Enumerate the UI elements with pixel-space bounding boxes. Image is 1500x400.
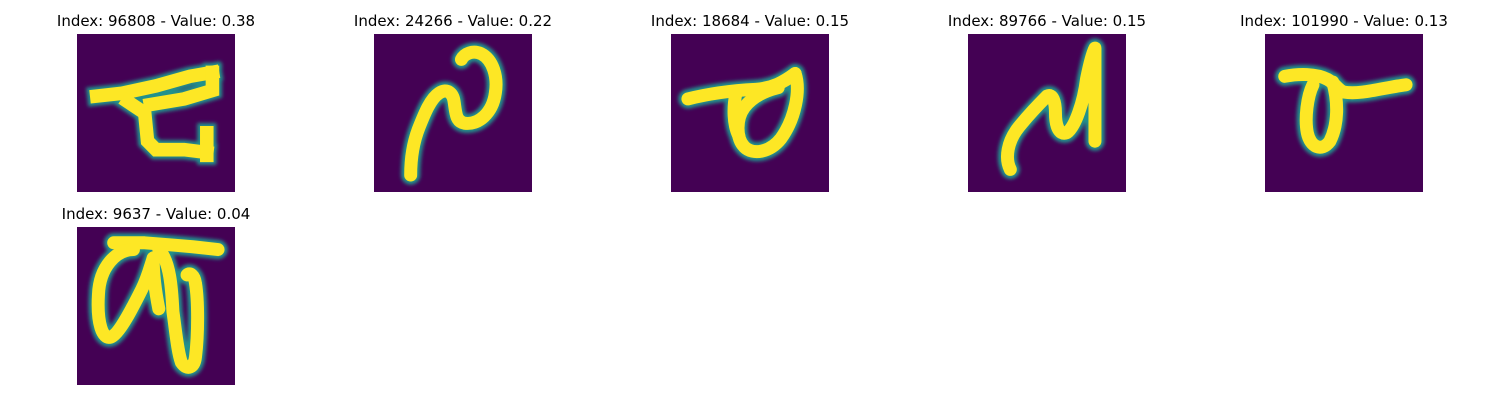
panel-3: Index: 18684 - Value: 0.15 — [630, 12, 870, 197]
panel-5-title: Index: 101990 - Value: 0.13 — [1240, 12, 1448, 30]
panel-2: Index: 24266 - Value: 0.22 — [333, 12, 573, 197]
glyph-2-icon — [374, 34, 532, 192]
panel-3-title: Index: 18684 - Value: 0.15 — [650, 12, 850, 30]
glyph-5-icon — [1265, 34, 1423, 192]
panel-4-title: Index: 89766 - Value: 0.15 — [947, 12, 1147, 30]
panel-1-title: Index: 96808 - Value: 0.38 — [56, 12, 256, 30]
glyph-4-icon — [968, 34, 1126, 192]
panel-4-image — [968, 34, 1126, 192]
glyph-1-icon — [77, 34, 235, 192]
panel-2-title: Index: 24266 - Value: 0.22 — [353, 12, 553, 30]
panel-1: Index: 96808 - Value: 0.38 — [36, 12, 276, 197]
panel-2-image — [374, 34, 532, 192]
glyph-6-icon — [77, 227, 235, 385]
panel-1-image — [77, 34, 235, 192]
panel-5-image — [1265, 34, 1423, 192]
panel-3-image — [671, 34, 829, 192]
panel-6-title: Index: 9637 - Value: 0.04 — [61, 205, 251, 223]
panel-6-image — [77, 227, 235, 385]
panel-4: Index: 89766 - Value: 0.15 — [927, 12, 1167, 197]
panel-6: Index: 9637 - Value: 0.04 — [36, 205, 276, 390]
glyph-3-icon — [671, 34, 829, 192]
panel-5: Index: 101990 - Value: 0.13 — [1224, 12, 1464, 197]
